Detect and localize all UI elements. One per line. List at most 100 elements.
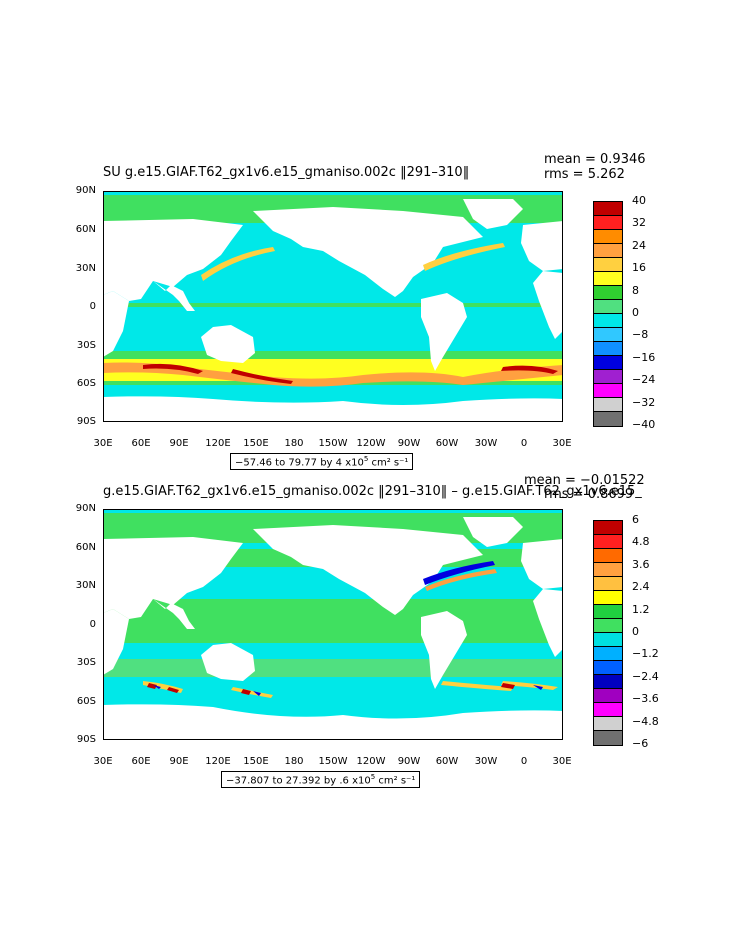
panel2-lon-label: 30W [474, 756, 498, 767]
panel1-lat-label: 60N [75, 224, 96, 235]
panel1-lon-label: 150E [243, 438, 269, 449]
panel2-range-exp: 5 [370, 773, 376, 781]
antarctica [103, 396, 563, 422]
panel1-lat-label: 90N [75, 185, 96, 196]
panel1-mean: mean = 0.9346 [544, 152, 646, 167]
colorbar-swatch [594, 370, 622, 384]
colorbar-label: 0 [632, 625, 639, 638]
panel1-lon-label: 60W [435, 438, 459, 449]
land-asia [103, 219, 243, 301]
colorbar-label: 40 [632, 194, 646, 207]
gulfstream-band [423, 243, 505, 271]
panel2-title: g.e15.GIAF.T62_gx1v6.e15_gmaniso.002c ‖2… [103, 484, 642, 499]
southern-band-red [143, 363, 558, 384]
panel1-range-text: −57.46 to 79.77 by 4 x10 [235, 457, 364, 469]
land-australia [201, 643, 255, 681]
panel2-lat-label: 90S [76, 734, 96, 745]
colorbar-swatch [594, 521, 622, 535]
land-greenland [463, 199, 523, 229]
colorbar-label: −2.4 [632, 669, 659, 683]
panel1-lon-label: 30E [93, 438, 113, 449]
colorbar-label: 0 [632, 306, 639, 319]
colorbar-swatch [594, 731, 622, 745]
panel2-lat-label: 30N [75, 580, 96, 591]
colorbar-swatch [594, 286, 622, 300]
panel2-lon-label: 180 [284, 756, 304, 767]
colorbar-swatch [594, 244, 622, 258]
land-australia [201, 325, 255, 363]
panel2-colorbar [593, 520, 623, 746]
panel2-lon-label: 30E [552, 756, 572, 767]
panel2-lat-label: 60N [75, 542, 96, 553]
antarctica [103, 704, 563, 740]
panel1-lon-label: 90W [397, 438, 421, 449]
panel1-lon-label: 90E [169, 438, 189, 449]
panel2-lat-label: 60S [76, 696, 96, 707]
panel1-lat-label: 30N [75, 263, 96, 274]
equatorial-band [103, 599, 563, 643]
land-africa-west [533, 589, 563, 657]
panel2-lon-label: 90W [397, 756, 421, 767]
colorbar-swatch [594, 216, 622, 230]
panel2-map-svg [103, 509, 563, 740]
panel1-map [103, 191, 563, 422]
colorbar-label: −4.8 [632, 714, 659, 728]
panel1-lon-label: 30W [474, 438, 498, 449]
land-europe [521, 539, 563, 589]
colorbar-label: 32 [632, 216, 646, 230]
colorbar-swatch [594, 328, 622, 342]
gulfstream-blue [423, 561, 495, 585]
colorbar-label: 8 [632, 283, 639, 297]
colorbar-swatch [594, 258, 622, 272]
panel2-lon-label: 0 [520, 756, 528, 767]
colorbar-swatch [594, 633, 622, 647]
panel1-lat-label: 90S [76, 416, 96, 427]
panel2-range-unit: cm² s⁻¹ [375, 775, 416, 787]
southern-band-yellow [143, 681, 558, 698]
colorbar-label: −3.6 [632, 692, 659, 706]
panel1-lon-label: 180 [284, 438, 304, 449]
panel1-lon-label: 120W [356, 438, 386, 449]
land-south-america [421, 293, 467, 371]
panel2-map [103, 509, 563, 740]
panel1-lon-label: 150W [318, 438, 348, 449]
panel2-lat-label: 0 [89, 619, 96, 630]
colorbar-swatch [594, 619, 622, 633]
colorbar-swatch [594, 675, 622, 689]
land-seasia [153, 281, 195, 311]
colorbar-swatch [594, 356, 622, 370]
colorbar-label: −40 [632, 418, 656, 431]
land-north-america [253, 525, 483, 615]
panel1-map-svg [103, 191, 563, 422]
colorbar-label: −8 [632, 328, 649, 342]
colorbar-swatch [594, 202, 622, 216]
colorbar-swatch [594, 342, 622, 356]
colorbar-swatch [594, 577, 622, 591]
land-south-america [421, 611, 467, 689]
colorbar-label: 4.8 [632, 535, 650, 549]
panel2-lon-label: 150W [318, 756, 348, 767]
colorbar-label: −24 [632, 373, 656, 387]
land-north-america [253, 207, 483, 297]
colorbar-swatch [594, 398, 622, 412]
colorbar-label: 2.4 [632, 580, 650, 594]
gulfstream-orange [425, 569, 497, 591]
colorbar-swatch [594, 591, 622, 605]
colorbar-label: 6 [632, 513, 639, 526]
panel1-rms: rms = 5.262 [544, 167, 625, 182]
colorbar-swatch [594, 563, 622, 577]
colorbar-swatch [594, 703, 622, 717]
land-africa-east [103, 609, 129, 675]
colorbar-swatch [594, 661, 622, 675]
panel1-title: SU g.e15.GIAF.T62_gx1v6.e15_gmaniso.002c… [103, 165, 470, 180]
colorbar-swatch [594, 412, 622, 426]
panel2-lat-label: 30S [76, 657, 96, 668]
panel1-lat-label: 30S [76, 340, 96, 351]
colorbar-label: 3.6 [632, 557, 650, 571]
panel1-lon-label: 120E [205, 438, 231, 449]
colorbar-swatch [594, 717, 622, 731]
panel1-lon-label: 60E [131, 438, 151, 449]
panel1-lat-label: 0 [89, 301, 96, 312]
panel2-lon-label: 60E [131, 756, 151, 767]
southern-band-orange [103, 362, 563, 387]
